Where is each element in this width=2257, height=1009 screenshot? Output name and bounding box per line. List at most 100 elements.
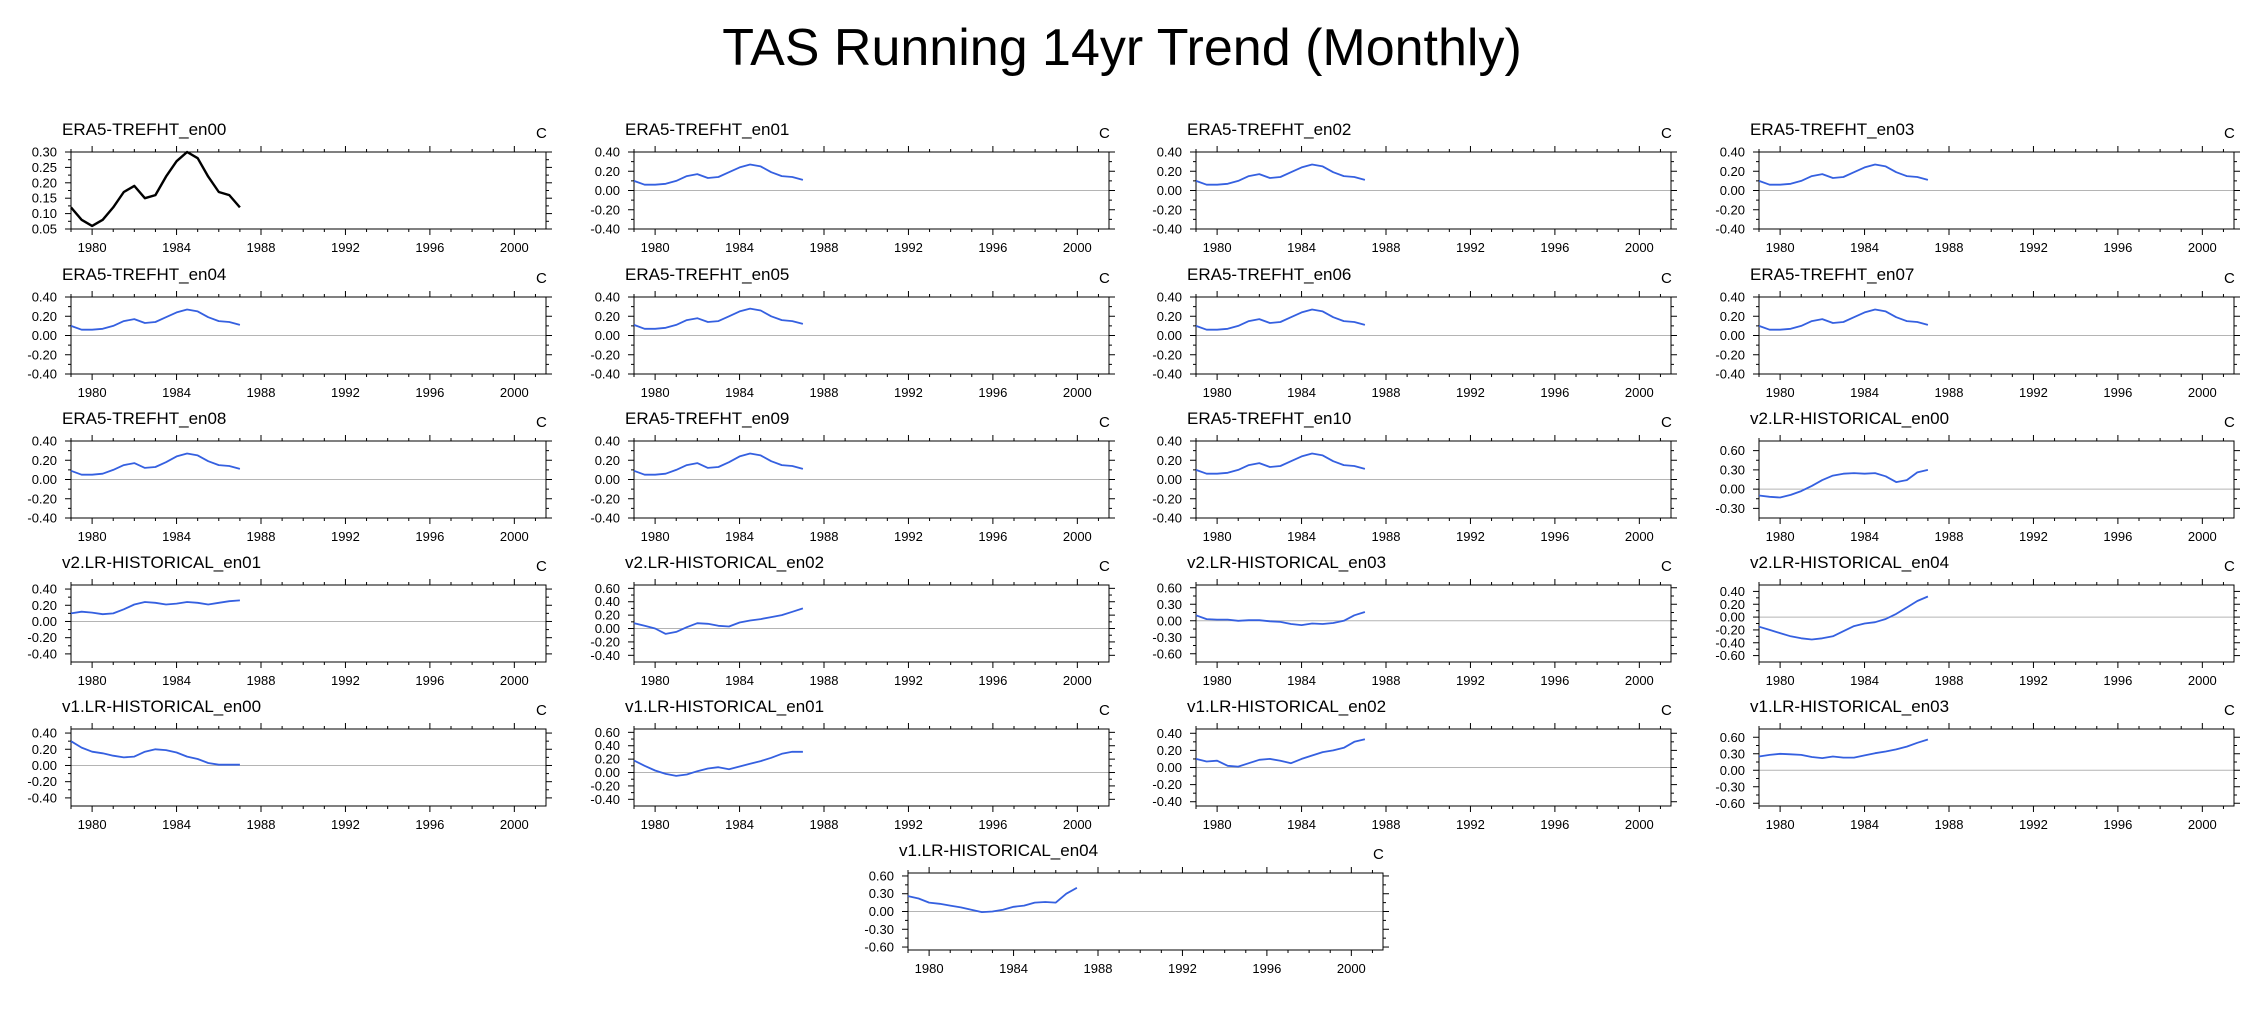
x-tick-label: 2000 — [1063, 673, 1092, 688]
y-tick-label: 0.20 — [1157, 743, 1182, 758]
y-tick-label: -0.20 — [27, 630, 57, 645]
panel-title: ERA5-TREFHT_en10 — [1187, 409, 1351, 428]
x-tick-label: 1980 — [78, 240, 107, 255]
x-tick-label: 2000 — [1063, 240, 1092, 255]
x-tick-label: 1980 — [1766, 240, 1795, 255]
units-label: C — [1661, 414, 1672, 431]
series-line — [633, 163, 804, 186]
x-tick-label: 1984 — [1287, 240, 1316, 255]
x-tick-label: 1992 — [894, 529, 923, 544]
units-label: C — [1661, 270, 1672, 287]
x-tick-label: 1980 — [641, 529, 670, 544]
x-tick-label: 1996 — [1540, 385, 1569, 400]
x-tick-label: 1988 — [1372, 240, 1401, 255]
y-tick-label: -0.20 — [1715, 202, 1745, 217]
x-tick-label: 1992 — [1168, 961, 1197, 976]
series-line — [907, 887, 1078, 913]
y-tick-label: -0.40 — [1715, 367, 1745, 382]
x-tick-label: 1996 — [2103, 385, 2132, 400]
x-tick-label: 1988 — [810, 673, 839, 688]
y-tick-label: 0.30 — [1720, 746, 1745, 761]
x-tick-label: 2000 — [1625, 240, 1654, 255]
x-tick-label: 1984 — [725, 673, 754, 688]
units-label: C — [1661, 702, 1672, 719]
x-tick-label: 1980 — [78, 385, 107, 400]
units-label: C — [536, 702, 547, 719]
y-tick-label: 0.20 — [595, 453, 620, 468]
y-tick-label: -0.40 — [1152, 222, 1182, 237]
panel-title: v1.LR-HISTORICAL_en03 — [1750, 697, 1949, 716]
plot-frame — [70, 584, 547, 663]
y-tick-label: 0.00 — [1157, 183, 1182, 198]
y-tick-label: 0.20 — [32, 453, 57, 468]
x-tick-label: 1988 — [810, 817, 839, 832]
x-tick-label: 1996 — [1540, 240, 1569, 255]
y-tick-label: 0.20 — [1720, 164, 1745, 179]
units-label: C — [1099, 414, 1110, 431]
panel-title: v1.LR-HISTORICAL_en01 — [625, 697, 824, 716]
chart-panel: v2.LR-HISTORICAL_en04 C 1980 1984 1988 1992 19… — [1715, 553, 2240, 688]
x-tick-label: 1988 — [810, 385, 839, 400]
x-tick-label: 1980 — [1766, 385, 1795, 400]
x-tick-label: 1996 — [1540, 529, 1569, 544]
y-tick-label: 0.00 — [1720, 482, 1745, 497]
chart-panel: v1.LR-HISTORICAL_en00 C 1980 1984 1988 1992 19… — [27, 697, 552, 832]
series-line — [1758, 595, 1929, 641]
y-tick-label: 0.40 — [595, 434, 620, 449]
x-tick-label: 1996 — [978, 529, 1007, 544]
y-tick-label: -0.40 — [1152, 367, 1182, 382]
x-tick-label: 1984 — [1850, 385, 1879, 400]
x-tick-label: 2000 — [1063, 529, 1092, 544]
series-line — [633, 607, 804, 635]
y-tick-label: 0.20 — [32, 598, 57, 613]
y-tick-label: -0.30 — [1715, 501, 1745, 516]
x-tick-label: 1988 — [810, 529, 839, 544]
y-tick-label: -0.20 — [27, 774, 57, 789]
y-tick-label: 0.20 — [32, 309, 57, 324]
x-tick-label: 1996 — [1540, 673, 1569, 688]
x-tick-label: 1984 — [162, 240, 191, 255]
x-tick-label: 1984 — [1850, 529, 1879, 544]
units-label: C — [536, 414, 547, 431]
panel-title: ERA5-TREFHT_en07 — [1750, 265, 1914, 284]
series-line — [70, 150, 241, 228]
units-label: C — [536, 558, 547, 575]
y-tick-label: -0.20 — [1152, 202, 1182, 217]
x-tick-label: 1996 — [2103, 673, 2132, 688]
x-tick-label: 1988 — [1935, 817, 1964, 832]
panel-title: ERA5-TREFHT_en08 — [62, 409, 226, 428]
y-tick-label: 0.00 — [595, 765, 620, 780]
y-tick-label: -0.20 — [27, 491, 57, 506]
y-tick-label: 0.60 — [1720, 443, 1745, 458]
y-tick-label: 0.30 — [869, 886, 894, 901]
plot-frame — [70, 151, 547, 230]
units-label: C — [536, 125, 547, 142]
x-tick-label: 1988 — [1935, 385, 1964, 400]
panel-title: ERA5-TREFHT_en02 — [1187, 120, 1351, 139]
x-tick-label: 1980 — [78, 817, 107, 832]
y-tick-label: 0.40 — [1157, 726, 1182, 741]
chart-panel: v1.LR-HISTORICAL_en03 C 1980 1984 1988 1992 19… — [1715, 697, 2240, 832]
y-tick-label: -0.20 — [590, 347, 620, 362]
chart-panel: ERA5-TREFHT_en00 C 1980 1984 1988 1992 1996 200… — [32, 120, 552, 255]
y-tick-label: -0.20 — [1152, 777, 1182, 792]
x-tick-label: 2000 — [1625, 385, 1654, 400]
figure-title: TAS Running 14yr Trend (Monthly) — [722, 19, 1522, 77]
x-tick-label: 1988 — [1372, 385, 1401, 400]
y-tick-label: -0.20 — [1715, 622, 1745, 637]
x-tick-label: 1984 — [162, 817, 191, 832]
units-label: C — [1099, 558, 1110, 575]
x-tick-label: 2000 — [1063, 817, 1092, 832]
y-tick-label: 0.40 — [595, 290, 620, 305]
x-tick-label: 1984 — [162, 385, 191, 400]
y-tick-label: 0.20 — [1720, 597, 1745, 612]
x-tick-label: 2000 — [1063, 385, 1092, 400]
x-tick-label: 1988 — [1935, 240, 1964, 255]
x-tick-label: 2000 — [1625, 673, 1654, 688]
y-tick-label: 0.40 — [32, 290, 57, 305]
x-tick-label: 1996 — [415, 529, 444, 544]
y-tick-label: 0.60 — [595, 725, 620, 740]
panel-title: ERA5-TREFHT_en04 — [62, 265, 226, 284]
x-tick-label: 1984 — [1287, 529, 1316, 544]
